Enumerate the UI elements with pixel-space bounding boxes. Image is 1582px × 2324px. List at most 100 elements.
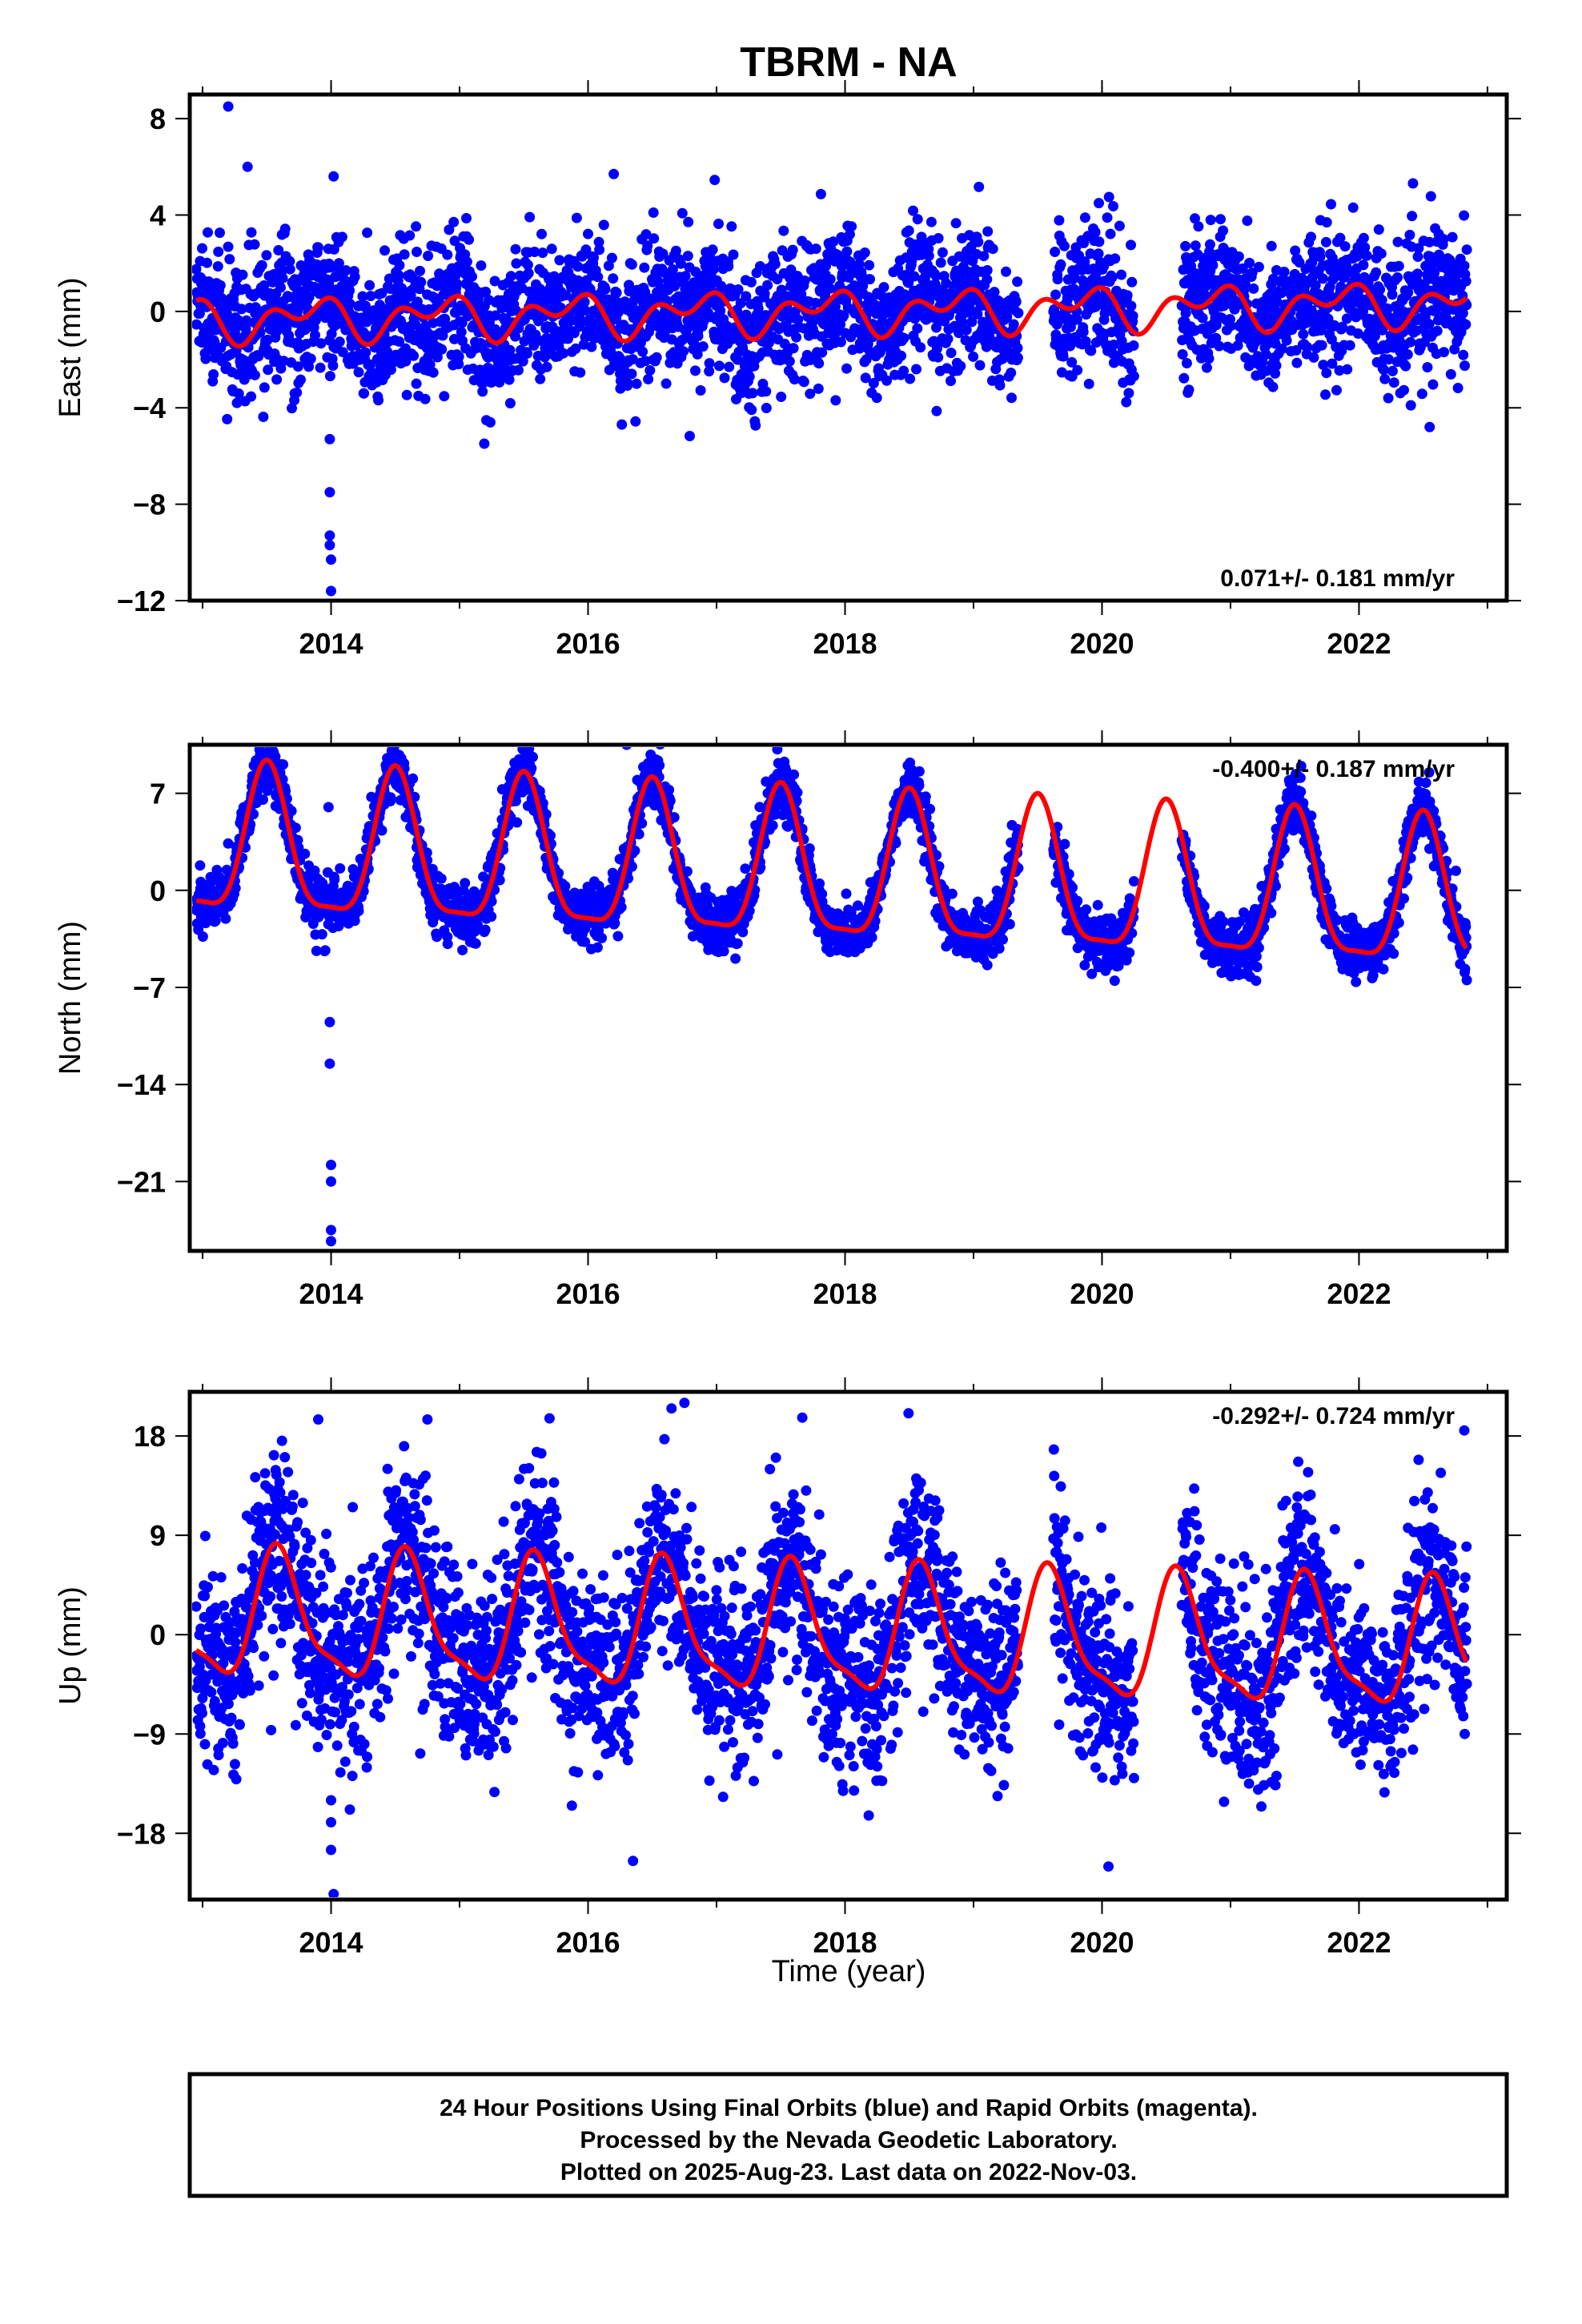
- data-point: [805, 388, 816, 400]
- data-point-outlier: [324, 433, 335, 444]
- data-point: [319, 945, 331, 956]
- data-point: [588, 252, 599, 263]
- data-point: [661, 378, 672, 389]
- data-point: [642, 240, 653, 251]
- data-point: [470, 938, 481, 949]
- data-point: [1412, 268, 1423, 279]
- data-point: [292, 361, 303, 372]
- data-point: [761, 403, 772, 413]
- data-point: [277, 265, 288, 276]
- data-point: [870, 300, 881, 311]
- data-point: [1361, 250, 1372, 261]
- data-point: [1106, 271, 1118, 283]
- y-tick-label: −7: [133, 971, 166, 1004]
- data-point: [1388, 377, 1399, 388]
- data-point: [677, 207, 688, 219]
- data-point: [399, 249, 410, 260]
- data-point: [489, 275, 500, 287]
- data-point: [1439, 347, 1449, 358]
- y-axis-label: East (mm): [54, 277, 87, 417]
- data-point: [580, 936, 591, 947]
- data-point: [1225, 320, 1236, 332]
- data-point: [456, 327, 467, 338]
- data-point: [1271, 360, 1282, 371]
- data-point: [665, 795, 676, 806]
- data-point: [1114, 220, 1125, 231]
- data-point: [233, 388, 244, 399]
- data-point: [961, 324, 972, 336]
- data-point: [313, 242, 323, 253]
- data-point: [787, 244, 798, 255]
- data-point: [1302, 341, 1313, 352]
- data-point: [1211, 332, 1222, 344]
- data-point: [362, 227, 373, 239]
- data-point: [733, 284, 744, 295]
- data-point: [746, 404, 757, 416]
- data-point: [535, 373, 546, 384]
- data-point: [622, 378, 633, 389]
- data-point: [376, 825, 387, 836]
- data-point: [1183, 384, 1195, 396]
- data-point: [448, 216, 460, 227]
- data-point: [626, 368, 637, 380]
- data-point: [210, 915, 221, 927]
- data-point: [1279, 267, 1290, 277]
- data-point: [305, 353, 316, 364]
- data-point: [284, 255, 295, 267]
- data-point: [1108, 340, 1119, 350]
- data-point: [530, 329, 541, 340]
- data-point: [337, 347, 348, 358]
- data-point: [791, 332, 802, 343]
- data-point: [841, 363, 852, 374]
- data-point: [303, 292, 315, 303]
- x-tick-label: 2022: [1327, 627, 1391, 660]
- data-point: [1359, 242, 1371, 253]
- data-point: [627, 354, 638, 365]
- data-point: [865, 274, 875, 285]
- data-point: [1347, 202, 1359, 213]
- data-point: [616, 419, 628, 430]
- data-point: [1178, 372, 1190, 384]
- data-point: [537, 247, 548, 259]
- data-point: [1121, 396, 1132, 408]
- data-point: [583, 228, 593, 239]
- data-point: [349, 915, 360, 927]
- data-point: [476, 260, 487, 271]
- data-point: [1445, 368, 1456, 380]
- data-point: [860, 372, 871, 384]
- data-point: [1080, 336, 1091, 347]
- data-point: [933, 352, 944, 363]
- y-tick-label: 0: [150, 296, 166, 328]
- data-point: [1351, 251, 1363, 262]
- data-point: [912, 323, 923, 334]
- data-point: [708, 263, 719, 275]
- data-point: [1204, 239, 1215, 250]
- data-point: [606, 252, 617, 263]
- data-point: [223, 241, 234, 252]
- data-point: [510, 331, 521, 342]
- data-point: [484, 416, 496, 428]
- data-point: [680, 271, 691, 282]
- data-point: [1214, 340, 1225, 352]
- data-point: [213, 246, 224, 257]
- data-point: [1375, 248, 1387, 259]
- data-point: [200, 353, 211, 364]
- data-point: [1190, 213, 1200, 224]
- data-point: [933, 233, 944, 243]
- data-point: [830, 395, 841, 406]
- data-point: [750, 420, 761, 431]
- data-point-outlier: [326, 554, 336, 565]
- data-point: [1427, 379, 1439, 390]
- data-point: [1006, 368, 1017, 378]
- data-point: [287, 403, 297, 414]
- data-point: [1344, 340, 1355, 351]
- data-point: [572, 261, 584, 272]
- data-point: [1392, 236, 1403, 247]
- data-point: [631, 378, 642, 389]
- data-point: [982, 274, 993, 285]
- data-point: [411, 221, 422, 232]
- x-tick-label: 2014: [299, 1277, 363, 1310]
- data-point: [208, 369, 219, 380]
- velocity-annotation: 0.071+/- 0.181 mm/yr: [1220, 565, 1455, 592]
- data-point: [864, 259, 875, 271]
